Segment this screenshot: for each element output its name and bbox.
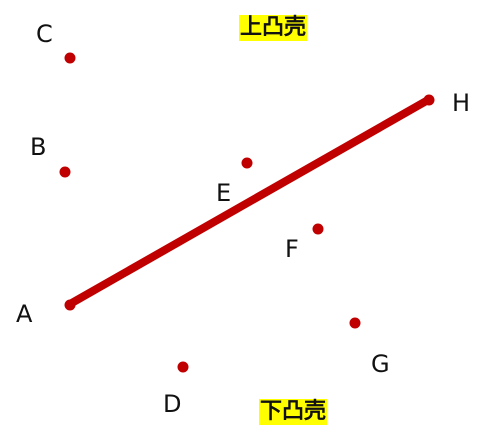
- point-h: [423, 94, 435, 106]
- label-h: H: [452, 89, 470, 117]
- label-f: F: [285, 235, 299, 263]
- label-d: D: [163, 390, 181, 418]
- point-a: [64, 299, 76, 311]
- point-e: [241, 157, 253, 169]
- point-f: [312, 223, 324, 235]
- point-b: [59, 166, 71, 178]
- point-d: [177, 361, 189, 373]
- label-b: B: [30, 133, 46, 161]
- upper-hull-label: 上凸壳: [239, 15, 308, 41]
- label-e: E: [216, 179, 231, 207]
- label-g: G: [371, 350, 390, 378]
- segment-a-h: [66, 96, 432, 308]
- label-c: C: [36, 20, 53, 48]
- lower-hull-label: 下凸壳: [259, 399, 328, 425]
- point-g: [349, 317, 361, 329]
- point-c: [64, 52, 76, 64]
- label-a: A: [16, 300, 33, 328]
